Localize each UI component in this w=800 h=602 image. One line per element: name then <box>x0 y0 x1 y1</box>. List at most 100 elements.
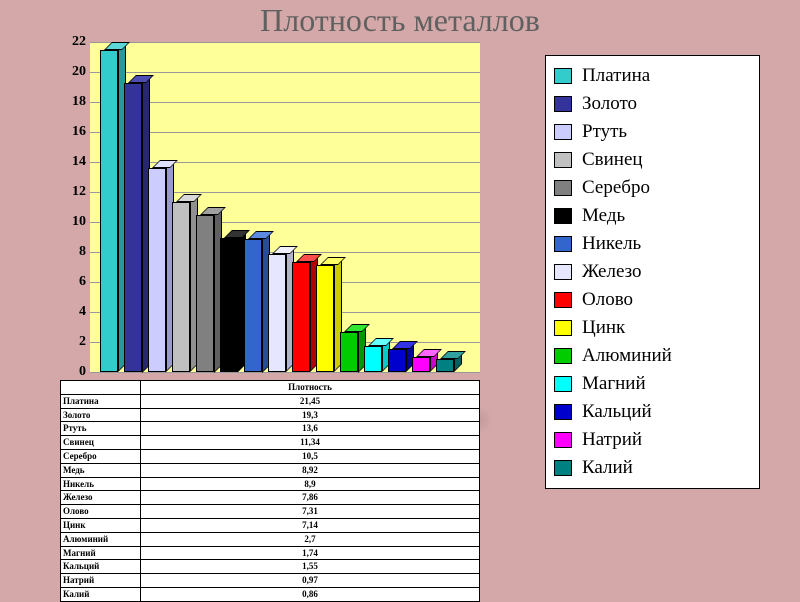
table-metal-value: 10,5 <box>141 449 480 463</box>
legend-item: Серебро <box>554 174 751 202</box>
legend-swatch <box>554 68 572 84</box>
legend-label: Медь <box>582 205 625 227</box>
bar-top <box>392 341 418 349</box>
y-axis: 0246810121416182022 <box>60 42 88 372</box>
bar-front <box>436 359 454 372</box>
table-metal-value: 8,92 <box>141 463 480 477</box>
legend-item: Платина <box>554 62 751 90</box>
legend-label: Ртуть <box>582 121 627 143</box>
data-table: Плотность Платина21,45Золото19,3Ртуть13,… <box>60 380 480 602</box>
bar-front <box>340 332 358 373</box>
legend-item: Кальций <box>554 398 751 426</box>
legend-item: Цинк <box>554 314 751 342</box>
legend-swatch <box>554 180 572 196</box>
table-metal-name: Алюминий <box>61 532 141 546</box>
bar <box>148 168 166 372</box>
table-row: Золото19,3 <box>61 408 480 422</box>
bar-front <box>412 357 430 372</box>
bar-top <box>440 351 466 359</box>
bar-front <box>148 168 166 372</box>
table-metal-value: 0,97 <box>141 574 480 588</box>
legend-item: Алюминий <box>554 342 751 370</box>
bar <box>340 332 358 373</box>
bar-top <box>344 324 370 332</box>
legend-swatch <box>554 96 572 112</box>
bar-top <box>200 207 226 215</box>
bar-front <box>268 254 286 372</box>
table-row: Алюминий2,7 <box>61 532 480 546</box>
table-row: Свинец11,34 <box>61 436 480 450</box>
bar <box>412 357 430 372</box>
y-tick-label: 16 <box>60 124 86 140</box>
table-metal-value: 1,55 <box>141 560 480 574</box>
table-metal-value: 8,9 <box>141 477 480 491</box>
legend-label: Алюминий <box>582 345 672 367</box>
bar-top <box>368 338 394 346</box>
gridline <box>90 372 480 373</box>
table-header: Плотность <box>141 381 480 395</box>
legend-label: Платина <box>582 65 650 87</box>
y-tick-label: 18 <box>60 94 86 110</box>
table-metal-value: 11,34 <box>141 436 480 450</box>
table-row: Платина21,45 <box>61 394 480 408</box>
table-metal-value: 21,45 <box>141 394 480 408</box>
chart-title: Плотность металлов <box>0 0 800 39</box>
chart-area: 0246810121416182022 <box>60 42 480 372</box>
table-metal-name: Никель <box>61 477 141 491</box>
table-metal-value: 19,3 <box>141 408 480 422</box>
y-tick-label: 6 <box>60 274 86 290</box>
bar-top <box>248 231 274 239</box>
legend-swatch <box>554 124 572 140</box>
y-tick-label: 2 <box>60 334 86 350</box>
bar <box>124 83 142 373</box>
bar-front <box>244 239 262 373</box>
legend-label: Магний <box>582 373 646 395</box>
y-tick-label: 8 <box>60 244 86 260</box>
bar-top <box>152 160 178 168</box>
legend-label: Никель <box>582 233 641 255</box>
bar <box>100 50 118 372</box>
legend-item: Магний <box>554 370 751 398</box>
y-tick-label: 12 <box>60 184 86 200</box>
table-metal-name: Платина <box>61 394 141 408</box>
legend-label: Кальций <box>582 401 652 423</box>
legend-swatch <box>554 264 572 280</box>
bar-top <box>224 230 250 238</box>
bars-container <box>90 42 480 372</box>
y-tick-label: 0 <box>60 364 86 380</box>
bar <box>268 254 286 372</box>
bar-front <box>364 346 382 372</box>
table-metal-name: Серебро <box>61 449 141 463</box>
table-row: Железо7,86 <box>61 491 480 505</box>
bar-front <box>388 349 406 372</box>
bar-front <box>196 215 214 373</box>
table-metal-name: Олово <box>61 505 141 519</box>
table-metal-value: 0,86 <box>141 587 480 601</box>
table-metal-name: Цинк <box>61 518 141 532</box>
legend-label: Цинк <box>582 317 625 339</box>
bar <box>388 349 406 372</box>
bar-top <box>320 257 346 265</box>
table-metal-name: Натрий <box>61 574 141 588</box>
legend-label: Свинец <box>582 149 643 171</box>
bar <box>316 265 334 372</box>
table-metal-name: Калий <box>61 587 141 601</box>
bar-top <box>104 42 130 50</box>
legend-item: Ртуть <box>554 118 751 146</box>
table-row: Калий0,86 <box>61 587 480 601</box>
bar-front <box>124 83 142 373</box>
legend-swatch <box>554 320 572 336</box>
legend-item: Натрий <box>554 426 751 454</box>
table-metal-name: Ртуть <box>61 422 141 436</box>
bar-front <box>172 202 190 372</box>
table-row: Никель8,9 <box>61 477 480 491</box>
bar-front <box>316 265 334 372</box>
legend-item: Олово <box>554 286 751 314</box>
bar <box>292 262 310 372</box>
legend: ПлатинаЗолотоРтутьСвинецСереброМедьНикел… <box>545 55 760 489</box>
legend-swatch <box>554 460 572 476</box>
bar-front <box>220 238 238 372</box>
bar-front <box>100 50 118 372</box>
table-row: Магний1,74 <box>61 546 480 560</box>
legend-label: Железо <box>582 261 642 283</box>
